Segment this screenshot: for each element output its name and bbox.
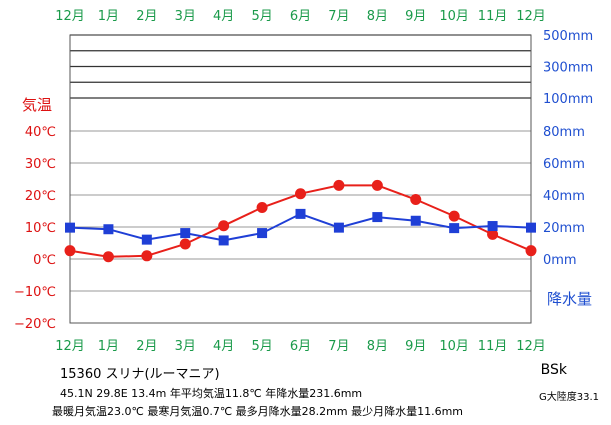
temperature-point bbox=[179, 238, 191, 250]
temperature-point bbox=[410, 193, 422, 205]
precipitation-tick-label: 20mm bbox=[543, 221, 585, 236]
month-label-top: 7月 bbox=[328, 9, 349, 24]
temperature-point bbox=[333, 179, 345, 191]
precipitation-tick-label: 0mm bbox=[543, 253, 577, 268]
month-label-top: 11月 bbox=[478, 9, 508, 24]
month-label-top: 6月 bbox=[290, 9, 311, 24]
precipitation-point bbox=[449, 223, 460, 234]
precipitation-tick-label: 60mm bbox=[543, 157, 585, 172]
month-label-top: 12月 bbox=[55, 9, 85, 24]
month-label-bottom: 6月 bbox=[290, 339, 311, 354]
month-label-top: 10月 bbox=[439, 9, 469, 24]
precipitation-tick-label: 500mm bbox=[543, 29, 593, 44]
precipitation-point bbox=[487, 221, 498, 232]
continentality-index: G大陸度33.1 bbox=[538, 392, 599, 403]
temperature-point bbox=[487, 228, 499, 240]
month-label-top: 9月 bbox=[405, 9, 426, 24]
station-name: 15360 スリナ(ルーマニア) bbox=[60, 367, 220, 382]
precipitation-tick-label: 100mm bbox=[543, 92, 593, 107]
temperature-point bbox=[525, 245, 537, 257]
location-summary: 45.1N 29.8E 13.4m 年平均気温11.8℃ 年降水量231.6mm bbox=[60, 387, 363, 400]
temperature-tick-label: −20℃ bbox=[14, 317, 56, 332]
month-label-bottom: 1月 bbox=[98, 339, 119, 354]
temperature-axis-title: 気温 bbox=[22, 96, 52, 114]
month-label-top: 5月 bbox=[251, 9, 272, 24]
month-label-bottom: 12月 bbox=[55, 339, 85, 354]
temperature-tick-label: 20℃ bbox=[25, 189, 56, 204]
precipitation-point bbox=[410, 215, 421, 226]
temperature-point bbox=[256, 201, 268, 213]
precipitation-point bbox=[218, 235, 229, 246]
temperature-point bbox=[102, 251, 114, 263]
month-label-bottom: 9月 bbox=[405, 339, 426, 354]
precipitation-point bbox=[372, 212, 383, 223]
precipitation-tick-label: 80mm bbox=[543, 125, 585, 140]
month-label-bottom: 5月 bbox=[251, 339, 272, 354]
precipitation-point bbox=[333, 222, 344, 233]
precipitation-tick-label: 40mm bbox=[543, 189, 585, 204]
precipitation-axis-title: 降水量 bbox=[547, 290, 592, 308]
month-label-top: 1月 bbox=[98, 9, 119, 24]
temperature-tick-label: 30℃ bbox=[25, 157, 56, 172]
temperature-tick-label: 40℃ bbox=[25, 125, 56, 140]
month-label-bottom: 3月 bbox=[175, 339, 196, 354]
precipitation-point bbox=[65, 222, 75, 233]
precipitation-point bbox=[103, 224, 114, 235]
temperature-point bbox=[64, 245, 76, 257]
temperature-tick-label: −10℃ bbox=[14, 285, 56, 300]
precipitation-tick-label: 300mm bbox=[543, 61, 593, 76]
month-label-top: 2月 bbox=[136, 9, 157, 24]
month-label-top: 3月 bbox=[175, 9, 196, 24]
koppen-classification: BSk bbox=[540, 362, 567, 378]
month-label-bottom: 12月 bbox=[516, 339, 546, 354]
month-label-bottom: 10月 bbox=[439, 339, 469, 354]
precipitation-point bbox=[141, 234, 152, 245]
extremes-summary: 最暖月気温23.0℃ 最寒月気温0.7℃ 最多月降水量28.2mm 最少月降水量… bbox=[52, 405, 464, 418]
precipitation-point bbox=[257, 228, 268, 239]
temperature-tick-label: 0℃ bbox=[33, 253, 56, 268]
precipitation-point bbox=[295, 208, 306, 219]
precipitation-point bbox=[526, 222, 536, 233]
temperature-point bbox=[295, 188, 306, 200]
month-label-top: 4月 bbox=[213, 9, 234, 24]
temperature-point bbox=[371, 179, 383, 191]
month-label-top: 8月 bbox=[367, 9, 388, 24]
month-label-top: 12月 bbox=[516, 9, 546, 24]
month-label-bottom: 11月 bbox=[478, 339, 508, 354]
temperature-point bbox=[141, 250, 153, 262]
month-label-bottom: 8月 bbox=[367, 339, 388, 354]
precipitation-point bbox=[180, 228, 191, 239]
temperature-tick-label: 10℃ bbox=[25, 221, 56, 236]
month-label-bottom: 4月 bbox=[213, 339, 234, 354]
temperature-point bbox=[448, 210, 460, 222]
month-label-bottom: 2月 bbox=[136, 339, 157, 354]
month-label-bottom: 7月 bbox=[328, 339, 349, 354]
temperature-point bbox=[218, 220, 230, 232]
plot-frame bbox=[69, 34, 532, 324]
